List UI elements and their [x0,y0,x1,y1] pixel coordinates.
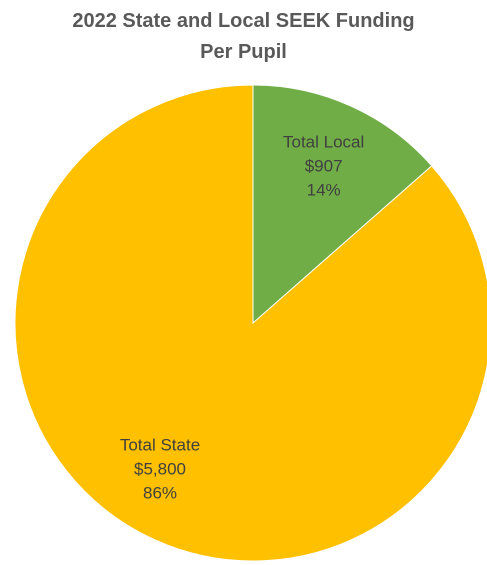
pie-slice-total-state [14,84,487,562]
slice-label-total-local-name: Total Local [283,132,364,151]
chart-title-line-2: Per Pupil [200,41,287,63]
pie-labels: Total Local $907 14% Total State $5,800 86% [120,132,364,502]
slice-label-total-local-value: $907 [305,156,343,175]
slice-label-total-state-name: Total State [120,435,200,454]
pie-slices [14,84,487,562]
slice-label-total-local-percent: 14% [307,180,341,199]
slice-label-total-state-value: $5,800 [134,459,186,478]
chart-title-line-1: 2022 State and Local SEEK Funding [72,10,415,32]
slice-label-total-state-percent: 86% [143,483,177,502]
pie-slice-total-local [252,84,433,325]
chart-title: 2022 State and Local SEEK Funding Per Pu… [0,6,487,68]
